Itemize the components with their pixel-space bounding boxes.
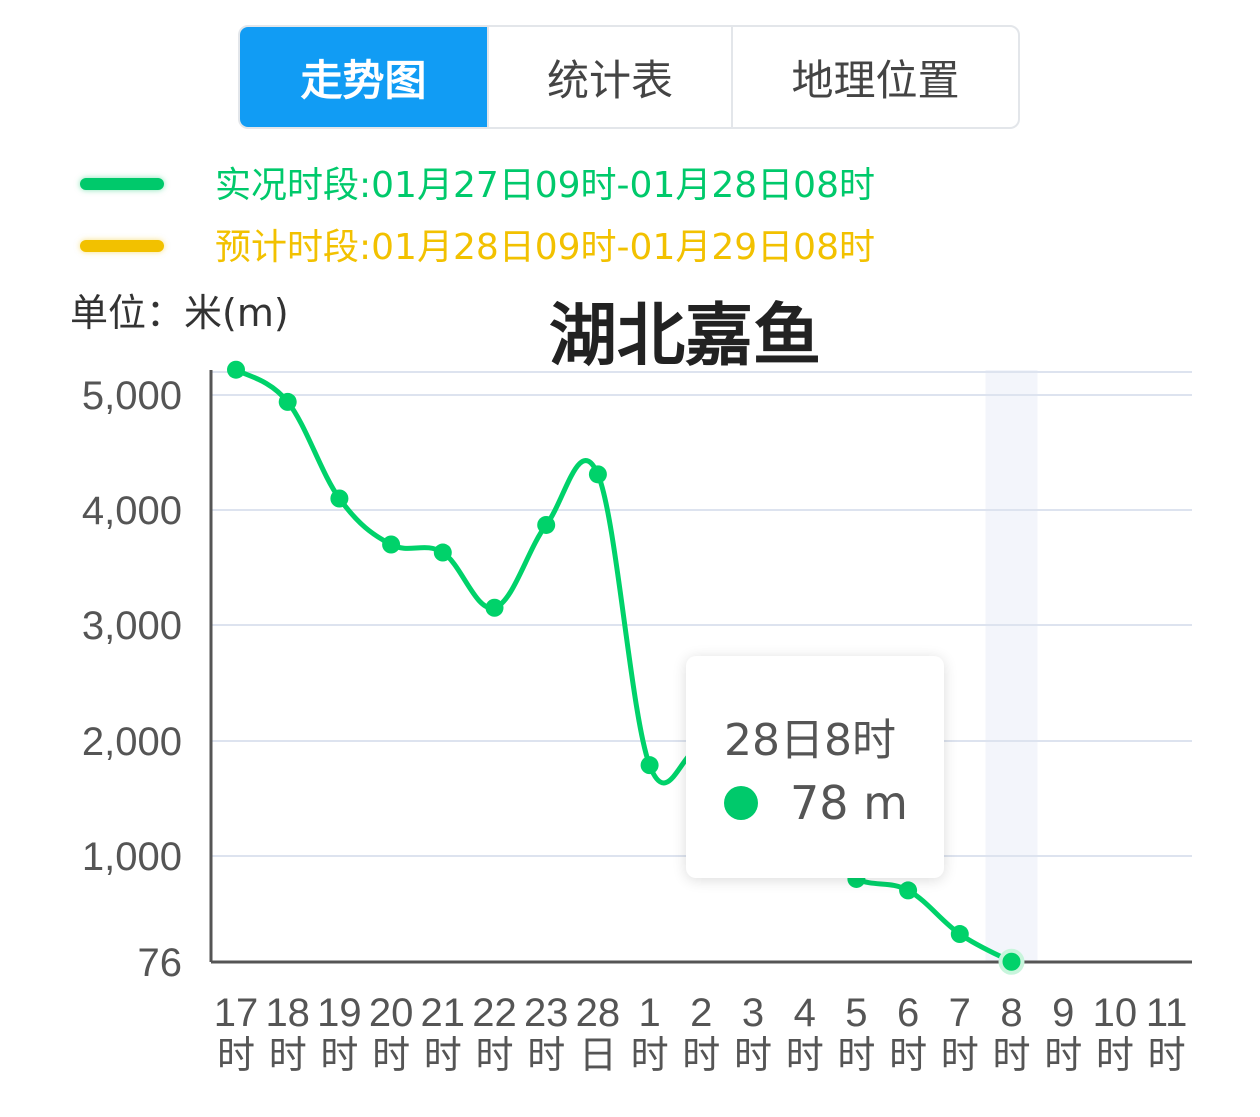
x-tick-label-unit: 时 [631,1033,669,1077]
data-point [588,465,607,484]
x-tick-label-unit: 时 [734,1033,772,1077]
x-tick-label-unit: 时 [1044,1033,1082,1077]
x-tick-label: 5 [845,991,867,1035]
x-tick-label-unit: 时 [217,1033,255,1077]
x-tick-label: 23 [524,991,569,1035]
x-tick-label-unit: 时 [320,1033,358,1077]
tooltip-series-dot [724,786,758,820]
legend-label-forecast: 预计时段:01月28日09时-01月29日08时 [215,227,875,268]
tooltip-value: 78 m [790,776,908,830]
x-tick-label: 19 [317,991,362,1035]
x-tick-label: 9 [1052,991,1074,1035]
unit-label: 单位：米(m) [70,291,289,335]
x-tick-label: 22 [472,991,517,1035]
data-point [382,535,401,554]
x-tick-label: 11 [1146,991,1188,1035]
x-tick-label: 10 [1093,991,1138,1035]
x-tick-label: 1 [638,991,660,1035]
y-tick-label: 2,000 [82,720,182,764]
legend-swatch-forecast [80,240,164,252]
view-tabs: 走势图 统计表 地理位置 [238,25,1020,129]
x-tick-label-unit: 时 [475,1033,513,1077]
x-tick-label-unit: 时 [372,1033,410,1077]
data-point [227,360,245,379]
data-point [899,881,918,900]
x-tick-label-unit: 时 [682,1033,720,1077]
x-tick-label: 18 [265,991,310,1035]
data-point [998,948,1025,975]
legend-swatch-actual [80,178,164,190]
x-tick-label: 6 [897,991,919,1035]
tab-statistics[interactable]: 统计表 [487,27,731,127]
tab-location[interactable]: 地理位置 [731,27,1018,127]
x-tick-label-unit: 时 [527,1033,565,1077]
x-tick-label: 21 [421,991,466,1035]
tab-trend[interactable]: 走势图 [240,27,487,127]
x-tick-label-unit: 时 [941,1033,979,1077]
x-tick-label-unit: 日 [579,1033,617,1077]
y-tick-label: 1,000 [82,835,182,879]
x-tick-label: 4 [794,991,816,1035]
y-tick-label: 3,000 [82,604,182,648]
data-point [433,543,452,562]
x-tick-label: 7 [949,991,971,1035]
x-tick-label-unit: 时 [837,1033,875,1077]
x-tick-label: 17 [214,991,259,1035]
x-tick-label-unit: 时 [424,1033,462,1077]
x-tick-label-unit: 时 [269,1033,307,1077]
chart-title: 湖北嘉鱼 [548,297,821,376]
y-tick-label: 5,000 [82,374,182,418]
data-point [950,925,969,944]
x-tick-label: 28 [576,991,621,1035]
tooltip: 28日8时 78 m [686,656,944,878]
data-point [485,598,504,617]
x-tick-label: 20 [369,991,414,1035]
legend-label-actual: 实况时段:01月27日09时-01月28日08时 [215,165,875,206]
data-point [640,756,659,775]
x-tick-label-unit: 时 [889,1033,927,1077]
data-point [278,392,297,411]
x-tick-label-unit: 时 [1096,1033,1134,1077]
x-tick-label-unit: 时 [992,1033,1030,1077]
x-tick-label: 2 [690,991,712,1035]
tooltip-time: 28日8时 [724,715,896,766]
highlight-band [985,370,1038,962]
y-tick-label: 4,000 [82,489,182,533]
data-point [330,489,349,508]
data-point [537,515,556,534]
x-tick-label: 8 [1000,991,1022,1035]
y-tick-label: 76 [138,941,183,985]
x-tick-label: 3 [742,991,764,1035]
x-tick-label-unit: 时 [1148,1033,1186,1077]
x-tick-label-unit: 时 [786,1033,824,1077]
